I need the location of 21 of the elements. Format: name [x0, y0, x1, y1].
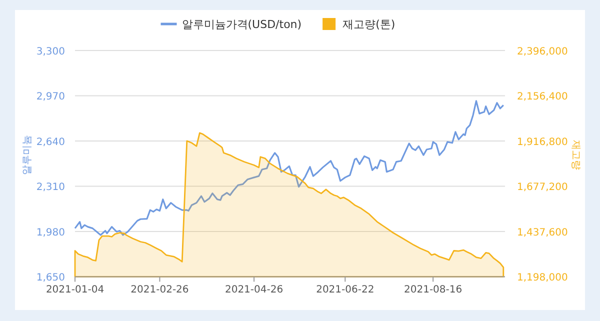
legend-label: 재고량(톤) [342, 18, 396, 31]
x-tick-label: 2021-06-22 [316, 284, 374, 296]
x-tick-label: 2021-04-26 [224, 284, 284, 296]
x-tick-label: 2021-01-04 [46, 284, 104, 296]
y-tick-label: 2,970 [36, 92, 65, 103]
y2-tick-label: 1,437,600 [517, 227, 568, 238]
y2-axis-title: 재고량 [570, 140, 581, 170]
y-tick-label: 1,980 [36, 227, 65, 238]
y2-tick-label: 2,156,400 [517, 92, 568, 103]
y-tick-label: 1,650 [36, 272, 65, 284]
x-tick-label: 2021-08-16 [404, 284, 462, 296]
x-tick-label: 2021-02-26 [130, 284, 189, 296]
y2-tick-label: 1,916,800 [517, 136, 568, 148]
y2-tick-label: 1,198,000 [517, 272, 568, 284]
legend-label: 알루미늄가격(USD/ton) [182, 18, 302, 31]
y-tick-label: 3,300 [36, 46, 65, 58]
y2-tick-label: 1,677,200 [517, 182, 568, 194]
y-tick-label: 2,310 [36, 182, 65, 194]
y2-tick-label: 2,396,000 [517, 46, 568, 58]
y-tick-label: 2,640 [36, 136, 65, 148]
y-axis-title: 알루미늄 [22, 135, 33, 175]
